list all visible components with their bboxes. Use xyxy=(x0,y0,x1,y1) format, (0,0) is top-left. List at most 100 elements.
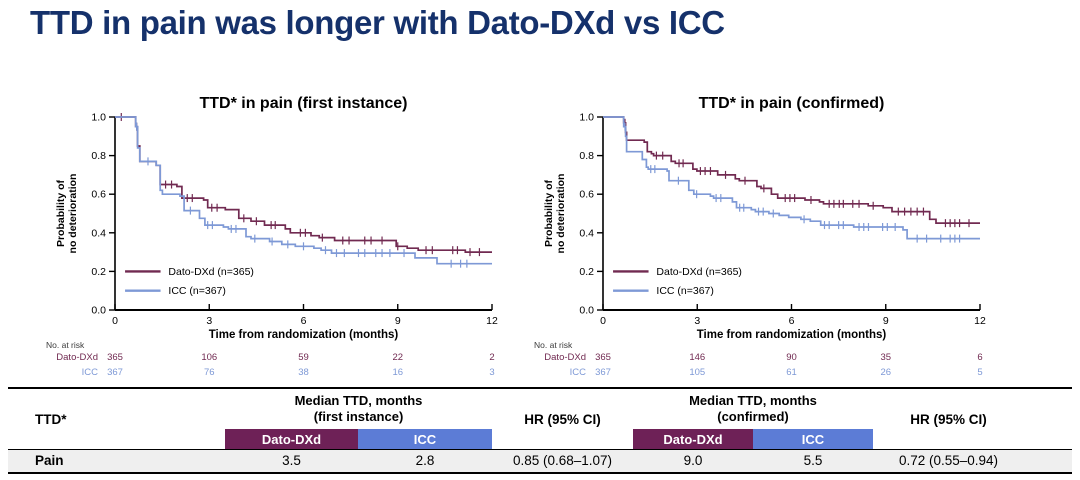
y-tick-label: 0.4 xyxy=(91,227,106,239)
legend-label: Dato-DXd (n=365) xyxy=(656,266,742,278)
table-group-confirmed: Median TTD, months (confirmed) xyxy=(633,389,873,428)
censor-marks-icc xyxy=(136,122,468,268)
at-risk-value: 367 xyxy=(107,367,123,378)
table-header-ttd: TTD* xyxy=(35,411,67,427)
at-risk-value: 106 xyxy=(201,352,217,363)
legend: Dato-DXd (n=365) ICC (n=367) xyxy=(125,266,254,297)
x-tick-label: 12 xyxy=(974,315,986,327)
pain-median-icc-first: 2.8 xyxy=(415,453,435,468)
at-risk-row-name-dato-dxd: Dato-DXd xyxy=(56,352,98,363)
legend-label: Dato-DXd (n=365) xyxy=(168,266,254,278)
y-tick-label: 1.0 xyxy=(91,112,106,124)
pain-median-icc-confirmed: 5.5 xyxy=(803,453,823,468)
y-axis-label: no deterioration xyxy=(555,174,567,254)
pain-row-label: Pain xyxy=(35,453,64,468)
y-tick-label: 0.8 xyxy=(91,150,106,162)
at-risk-value: 105 xyxy=(689,367,705,378)
at-risk-value: 365 xyxy=(107,352,123,363)
at-risk-value: 35 xyxy=(880,352,891,363)
at-risk-value: 90 xyxy=(786,352,797,363)
y-tick-label: 0.6 xyxy=(579,189,594,201)
at-risk-value: 61 xyxy=(786,367,797,378)
chart-title: TTD* in pain (first instance) xyxy=(199,95,407,112)
group-confirmed-line1: Median TTD, months xyxy=(689,392,817,408)
summary-table-header: TTD* Median TTD, months (first instance)… xyxy=(8,387,1072,449)
y-tick-label: 0.0 xyxy=(579,305,594,317)
legend-label: ICC (n=367) xyxy=(168,285,225,297)
at-risk-value: 6 xyxy=(977,352,982,363)
at-risk-label: No. at risk xyxy=(534,340,573,350)
at-risk-value: 59 xyxy=(298,352,309,363)
table-subheader-dato-confirmed: Dato-DXd xyxy=(633,429,753,449)
at-risk-row-name-dato-dxd: Dato-DXd xyxy=(544,352,586,363)
at-risk-row-name-icc: ICC xyxy=(570,367,587,378)
at-risk-value: 146 xyxy=(689,352,705,363)
table-group-first-instance: Median TTD, months (first instance) xyxy=(225,389,492,428)
group-first-line2: (first instance) xyxy=(313,408,404,424)
y-tick-label: 1.0 xyxy=(579,112,594,124)
y-tick-label: 0.0 xyxy=(91,305,106,317)
x-tick-label: 6 xyxy=(789,315,795,327)
censor-marks-dato-dxd xyxy=(624,118,970,228)
censor-marks-dato-dxd xyxy=(120,113,481,257)
slide-title: TTD in pain was longer with Dato-DXd vs … xyxy=(30,4,725,41)
x-tick-label: 3 xyxy=(694,315,700,327)
group-confirmed-line2: (confirmed) xyxy=(717,408,789,424)
y-tick-label: 0.6 xyxy=(91,189,106,201)
legend: Dato-DXd (n=365) ICC (n=367) xyxy=(613,266,742,297)
x-tick-label: 0 xyxy=(600,315,606,327)
y-axis-label: Probability of xyxy=(543,179,555,247)
y-axis-label: Probability of xyxy=(55,179,67,247)
pain-median-dato-first: 3.5 xyxy=(282,453,301,468)
at-risk-row-name-icc: ICC xyxy=(82,367,99,378)
x-tick-label: 9 xyxy=(883,315,889,327)
y-axis-label: no deterioration xyxy=(67,174,79,254)
at-risk-value: 3 xyxy=(489,367,494,378)
km-curve-icc xyxy=(603,116,980,240)
km-plot-confirmed: TTD* in pain (confirmed) 0.0 0.2 0.4 0.6 0.8 1… xyxy=(534,95,986,378)
at-risk-label: No. at risk xyxy=(46,340,85,350)
table-subheader-icc-confirmed: ICC xyxy=(753,429,873,449)
x-tick-label: 3 xyxy=(206,315,212,327)
group-first-line1: Median TTD, months xyxy=(294,392,423,408)
x-tick-label: 6 xyxy=(301,315,307,327)
y-tick-label: 0.2 xyxy=(91,266,106,278)
y-tick-label: 0.4 xyxy=(579,227,594,239)
km-chart-confirmed: TTD* in pain (confirmed) 0.0 0.2 0.4 0.6 0.8 1… xyxy=(518,94,998,391)
pain-hr-confirmed: 0.72 (0.55–0.94) xyxy=(898,453,999,468)
y-tick-label: 0.2 xyxy=(579,266,594,278)
y-tick-label: 0.8 xyxy=(579,150,594,162)
x-axis-label: Time from randomization (months) xyxy=(209,329,399,341)
km-chart-first-instance: TTD* in pain (first instance) 0.0 0.2 0.4 0.… xyxy=(30,94,510,391)
x-tick-label: 9 xyxy=(395,315,401,327)
km-plot-first-instance: TTD* in pain (first instance) 0.0 0.2 0.4 0.… xyxy=(46,95,498,378)
table-header-hr-confirmed: HR (95% CI) xyxy=(910,411,987,427)
at-risk-value: 38 xyxy=(298,367,309,378)
pain-hr-first: 0.85 (0.68–1.07) xyxy=(512,453,613,468)
at-risk-table: No. at risk Dato-DXd 365 146 90 35 6 ICC 367 105 6… xyxy=(534,340,983,378)
at-risk-value: 5 xyxy=(977,367,982,378)
censor-marks-icc xyxy=(624,122,961,243)
table-row-pain: Pain 3.5 2.8 0.85 (0.68–1.07) 9.0 5.5 0.… xyxy=(8,449,1072,474)
at-risk-value: 26 xyxy=(880,367,891,378)
pain-median-dato-confirmed: 9.0 xyxy=(683,453,703,468)
km-curve-icc xyxy=(115,116,492,265)
at-risk-value: 16 xyxy=(392,367,403,378)
at-risk-value: 367 xyxy=(595,367,611,378)
x-tick-label: 12 xyxy=(486,315,498,327)
summary-table: TTD* Median TTD, months (first instance)… xyxy=(8,387,1072,474)
table-subheader-dato-first: Dato-DXd xyxy=(225,429,358,449)
at-risk-value: 365 xyxy=(595,352,611,363)
at-risk-value: 2 xyxy=(489,352,494,363)
km-curve-dato-dxd xyxy=(603,116,980,224)
at-risk-value: 76 xyxy=(204,367,215,378)
table-subheader-icc-first: ICC xyxy=(358,429,492,449)
table-header-hr-first: HR (95% CI) xyxy=(524,411,601,427)
x-axis-label: Time from randomization (months) xyxy=(697,329,887,341)
x-tick-label: 0 xyxy=(112,315,118,327)
legend-label: ICC (n=367) xyxy=(656,285,713,297)
charts-row: TTD* in pain (first instance) 0.0 0.2 0.4 0.… xyxy=(30,94,998,391)
at-risk-value: 22 xyxy=(392,352,403,363)
